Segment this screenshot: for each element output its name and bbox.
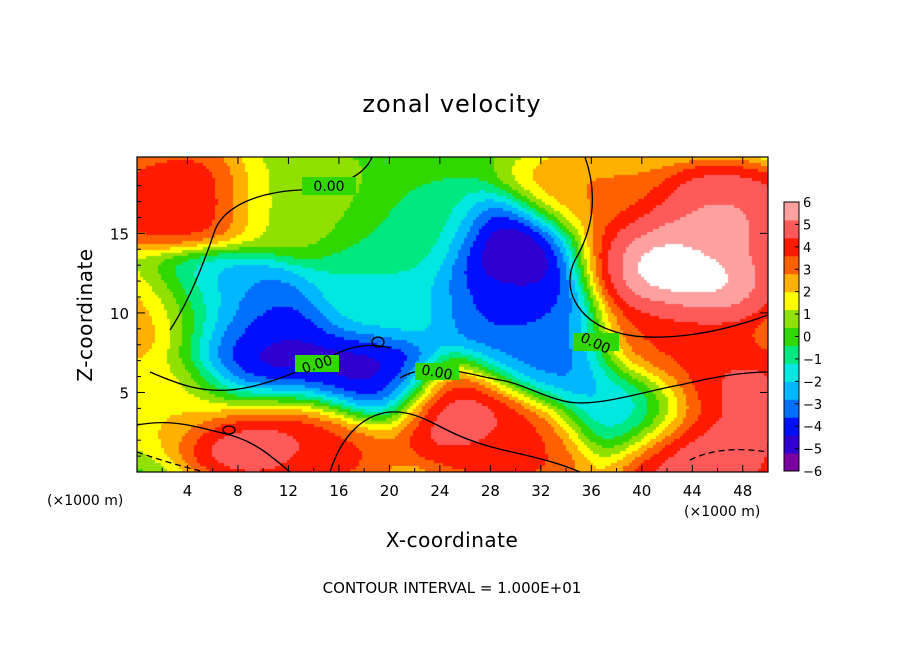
colorbar-swatch: [784, 435, 799, 454]
contour-label: 0.00: [313, 179, 344, 195]
colorbar-label: −6: [803, 465, 822, 480]
colorbar-swatch: [784, 399, 799, 418]
colorbar-swatch: [784, 202, 799, 221]
colorbar-label: −3: [803, 398, 822, 413]
colorbar-swatch: [784, 219, 799, 239]
colorbar-label: −4: [803, 420, 822, 435]
contour-label: 0.00: [420, 362, 453, 383]
colorbar-swatch: [784, 417, 799, 436]
x-tick-label: 44: [683, 482, 702, 500]
x-axis-label: X-coordinate: [386, 528, 519, 552]
contour-line-bottom-mid: [329, 411, 581, 473]
contour-line-lower: [399, 368, 769, 404]
x-tick-label: 24: [430, 482, 449, 500]
colorbar-swatch: [784, 453, 799, 472]
x-tick-label: 12: [279, 482, 298, 500]
x-tick-label: 8: [233, 482, 243, 500]
x-unit-label-left: (×1000 m): [47, 493, 123, 509]
y-tick-label: 10: [110, 305, 129, 323]
colorbar-label: −1: [803, 353, 822, 368]
contour-line-right: [569, 156, 769, 338]
contour-line-dashed-left: [136, 451, 206, 473]
colorbar-swatch: [784, 237, 799, 257]
colorbar: 6 5 4 3 2 1 0 −1 −2 −3 −4 −5 −6: [783, 196, 822, 480]
colorbar-label: 5: [803, 218, 811, 233]
colorbar-label: −2: [803, 375, 822, 390]
colorbar-label: 1: [803, 308, 811, 323]
contour-loop-small: [371, 336, 385, 348]
y-axis-label: Z-coordinate: [73, 248, 97, 381]
contour-line-mid: [149, 344, 391, 391]
colorbar-label: −5: [803, 443, 822, 458]
colorbar-swatch: [784, 255, 799, 275]
x-tick-label: 48: [733, 482, 752, 500]
contour-line-bottom-left: [136, 422, 291, 473]
colorbar-swatch: [784, 273, 799, 293]
x-tick-label: 36: [582, 482, 601, 500]
x-tick-label: 20: [380, 482, 399, 500]
colorbar-swatch: [784, 291, 799, 311]
plot-field: [137, 157, 768, 472]
colorbar-swatch: [784, 327, 799, 346]
x-tick-label: 4: [183, 482, 193, 500]
y-tick-label: 5: [119, 384, 129, 402]
contour-line-dashed: [689, 448, 769, 461]
contour-labels: 0.00 0.00 0.00 0.00: [295, 177, 619, 384]
colorbar-label: 0: [803, 331, 811, 346]
x-tick-label: 40: [632, 482, 651, 500]
colorbar-label: 4: [803, 241, 811, 256]
y-tick-label: 15: [110, 225, 129, 243]
y-axis: 5 10 15: [110, 169, 768, 457]
x-unit-label-right: (×1000 m): [684, 504, 760, 520]
contour-loop-left: [222, 425, 236, 435]
x-tick-label: 28: [481, 482, 500, 500]
colorbar-swatch: [784, 363, 799, 382]
colorbar-swatch: [784, 381, 799, 400]
chart-title: zonal velocity: [362, 90, 541, 118]
colorbar-label: 3: [803, 263, 811, 278]
plot-frame: [136, 156, 769, 473]
colorbar-label: 6: [803, 196, 811, 211]
colorbar-swatch: [784, 345, 799, 364]
colorbar-label: 2: [803, 286, 811, 301]
x-tick-label: 16: [329, 482, 348, 500]
colorbar-swatch: [784, 309, 799, 329]
x-axis: 4 8 12 16 20 24 28 32 36 40 44 48: [161, 157, 752, 500]
x-tick-label: 32: [531, 482, 550, 500]
contour-interval-note: CONTOUR INTERVAL = 1.000E+01: [323, 579, 582, 597]
